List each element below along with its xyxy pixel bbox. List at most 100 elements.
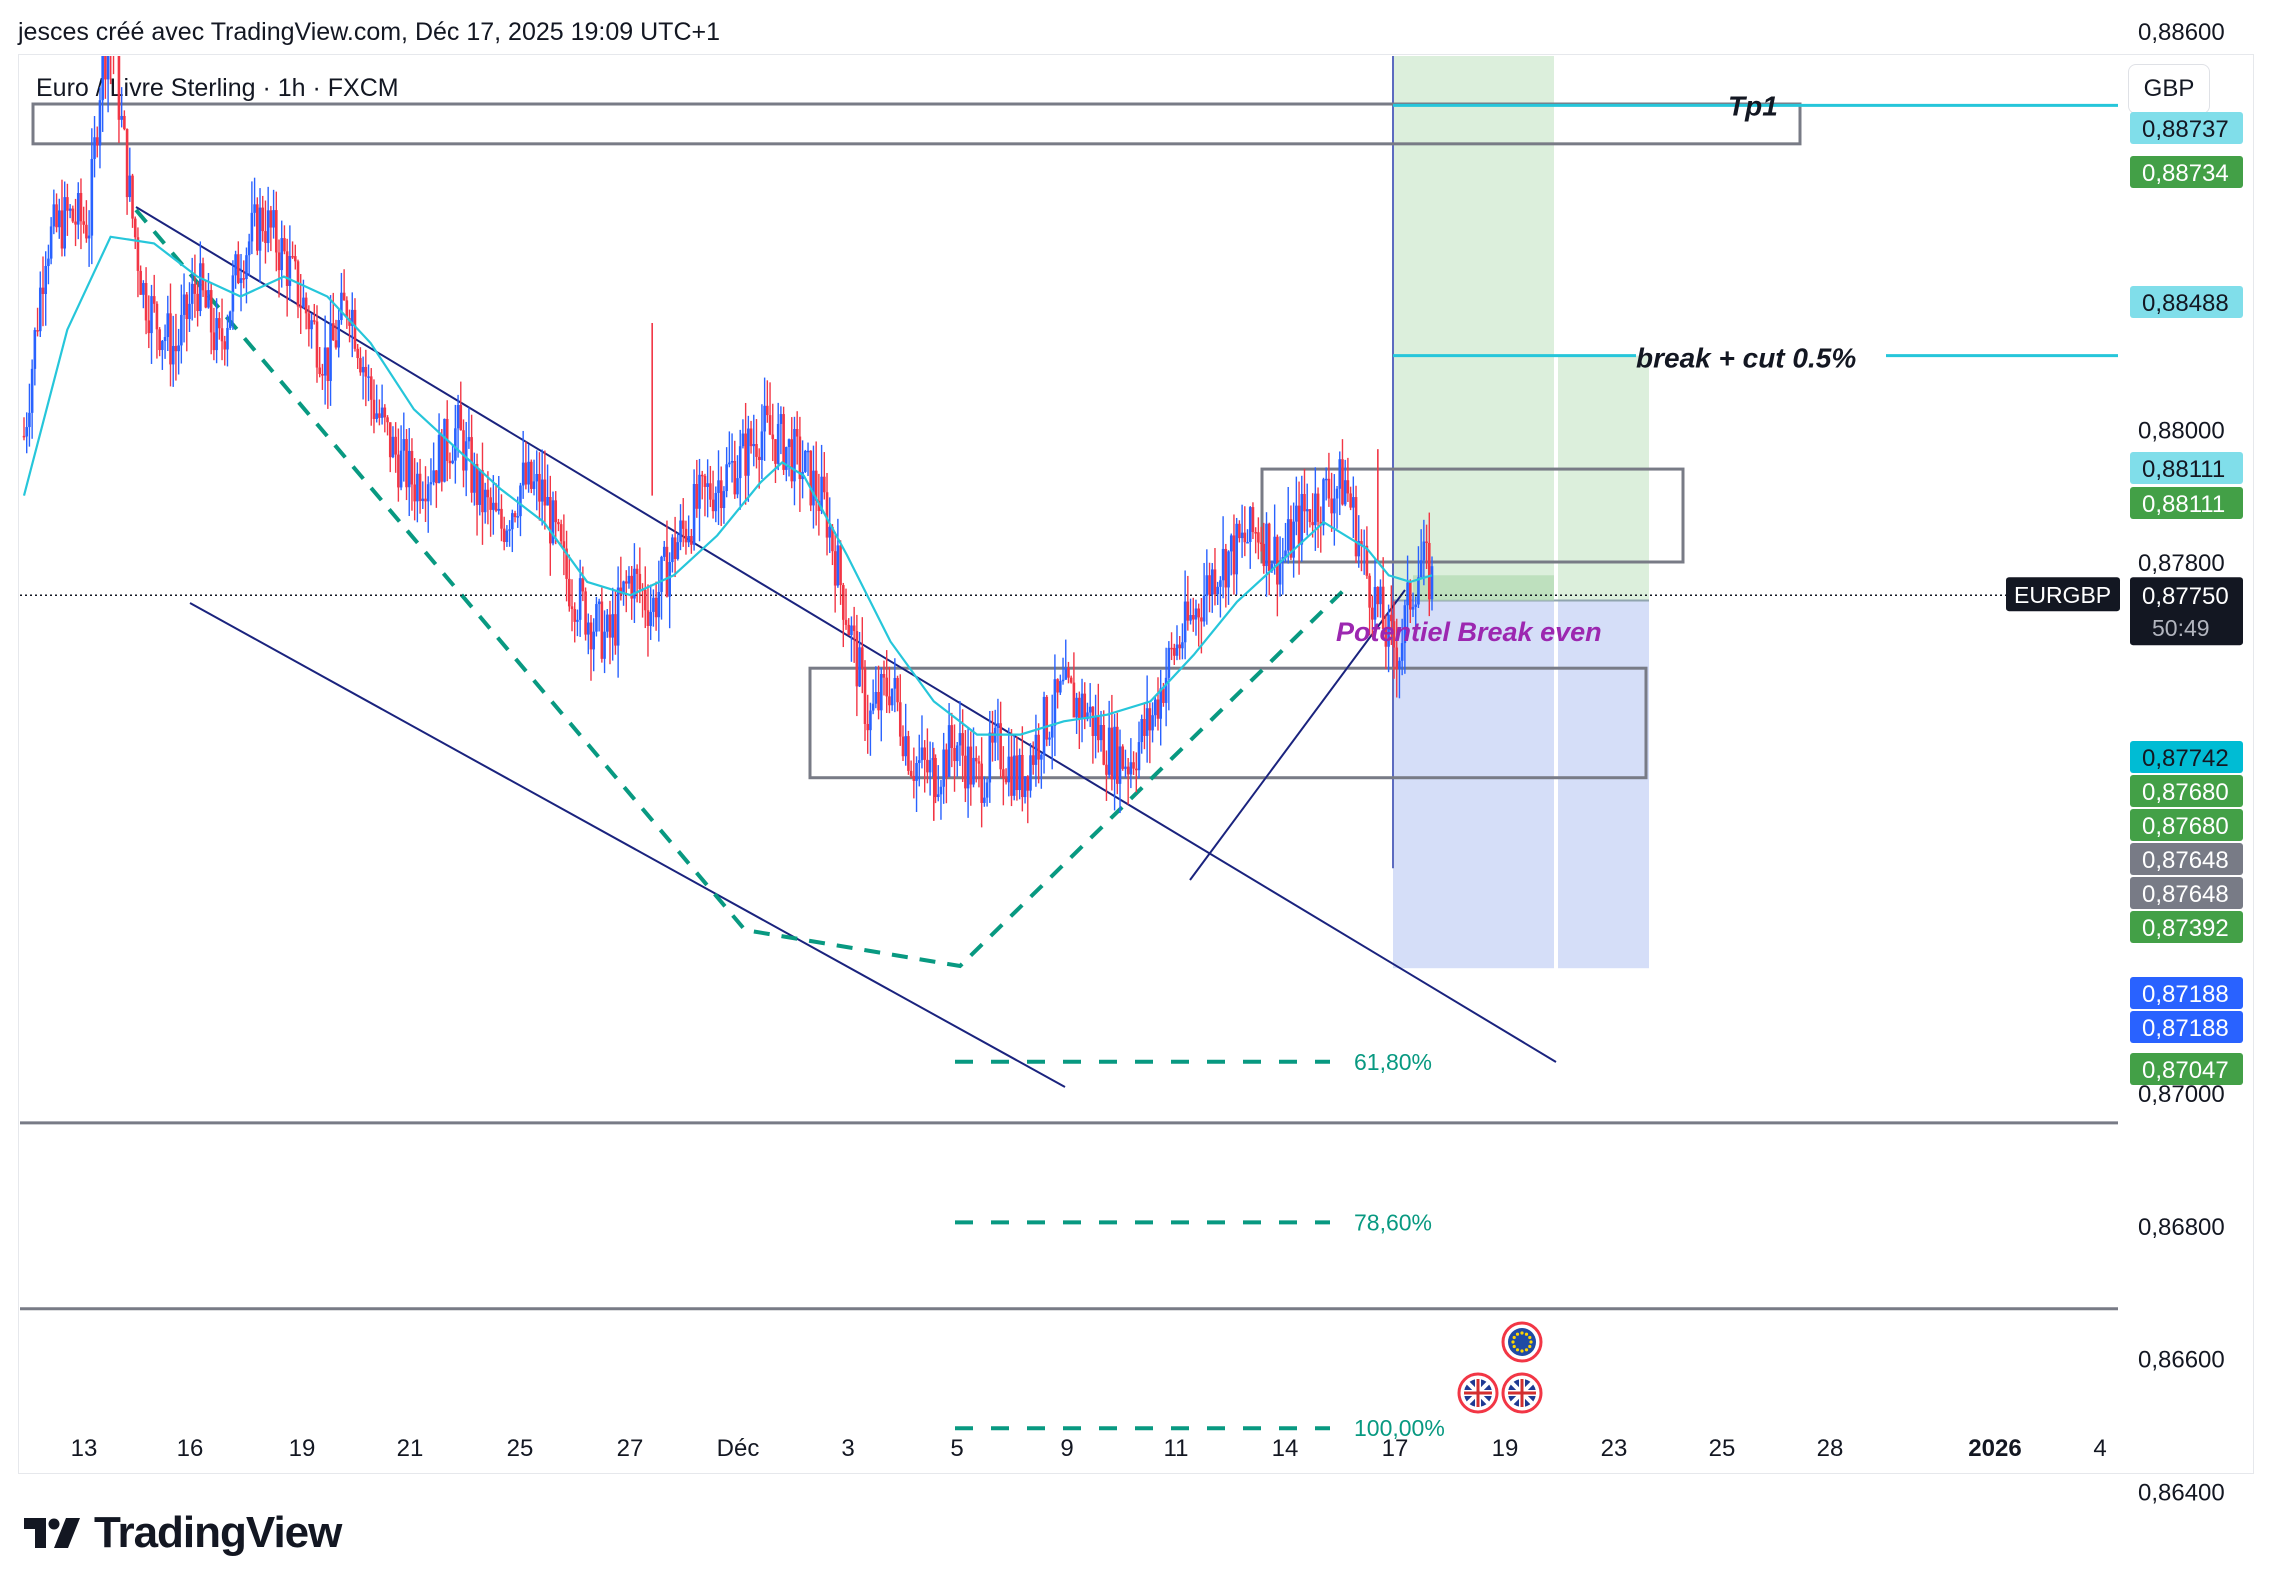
candle <box>1379 579 1382 618</box>
price-tag-label: 0,87648 <box>2142 847 2229 874</box>
take-profit-zone-2 <box>1558 355 1649 601</box>
candle <box>1265 512 1268 597</box>
candle <box>1143 704 1146 750</box>
swing-zigzag <box>134 208 1350 969</box>
channel-lower-line <box>189 602 1066 1088</box>
candle <box>340 272 343 325</box>
candle <box>1422 519 1426 586</box>
candle <box>123 110 126 131</box>
price-tag: 0,87680 <box>2130 775 2243 807</box>
candle <box>1194 599 1198 636</box>
candle <box>722 486 726 524</box>
candle <box>1050 694 1054 770</box>
candle <box>1390 585 1393 645</box>
candle <box>22 417 26 441</box>
candle <box>885 650 889 713</box>
candle <box>1183 570 1187 660</box>
candle <box>570 579 574 632</box>
candle <box>481 442 484 545</box>
candle <box>82 206 85 234</box>
candle <box>795 411 799 465</box>
candle <box>985 778 989 807</box>
candle <box>771 403 775 462</box>
candle <box>630 565 633 620</box>
candle <box>733 440 737 499</box>
candle <box>323 315 327 405</box>
candle <box>907 730 910 775</box>
candle <box>920 715 924 769</box>
candle <box>1178 635 1181 660</box>
candle <box>79 178 83 250</box>
tradingview-logo-icon <box>24 1518 80 1548</box>
candle <box>744 402 747 505</box>
candle <box>524 441 528 490</box>
tradingview-logo[interactable]: TradingView <box>24 1508 342 1558</box>
candle <box>1322 477 1325 536</box>
candle <box>850 616 853 662</box>
candle <box>896 675 899 712</box>
candle <box>312 303 316 325</box>
candle <box>1278 536 1282 597</box>
price-tag-label: 0,87188 <box>2142 1015 2229 1042</box>
candle <box>169 283 172 387</box>
candle <box>955 741 959 777</box>
candle <box>915 756 918 812</box>
candle <box>1243 506 1247 557</box>
candle <box>1140 714 1144 754</box>
candle <box>451 444 454 465</box>
candle <box>500 494 503 542</box>
candle <box>258 188 262 283</box>
candle <box>228 310 232 330</box>
time-axis-tick: 19 <box>1492 1435 1519 1462</box>
breakeven-zone <box>1260 467 1685 564</box>
candle <box>879 667 883 742</box>
candle <box>63 181 66 257</box>
candle <box>597 598 601 632</box>
time-axis-tick: 21 <box>397 1435 424 1462</box>
candle <box>90 128 94 265</box>
candle <box>1059 674 1062 695</box>
candle <box>1164 647 1168 727</box>
candle <box>614 589 617 655</box>
candle <box>519 482 522 537</box>
candle <box>1075 692 1078 734</box>
candle <box>283 225 286 255</box>
candle <box>437 413 441 484</box>
candle <box>964 730 967 803</box>
break-cut-label: break + cut 0.5% <box>1636 343 1856 374</box>
candle <box>1373 557 1377 639</box>
candle <box>1235 517 1238 595</box>
candle <box>633 543 636 623</box>
candle <box>421 481 425 509</box>
moving-average-line <box>22 235 1433 736</box>
candle <box>1167 641 1171 711</box>
candle <box>1430 556 1434 611</box>
price-axis-tick: 0,87800 <box>2138 550 2225 577</box>
candle <box>1205 549 1209 625</box>
candle <box>966 728 970 818</box>
candle <box>1327 452 1331 507</box>
candle <box>68 204 72 219</box>
candle <box>1113 714 1116 811</box>
candle <box>359 347 362 376</box>
candle <box>1048 731 1051 746</box>
candle <box>890 688 894 711</box>
candle <box>1300 475 1304 562</box>
candle <box>489 487 492 537</box>
candle <box>60 179 64 257</box>
candle <box>93 116 96 178</box>
price-tag-label: 0,87047 <box>2142 1057 2229 1084</box>
candle <box>1398 657 1401 699</box>
candle <box>1202 562 1206 627</box>
candle <box>814 441 818 526</box>
candle <box>47 244 50 285</box>
candle <box>1004 768 1008 785</box>
candle <box>611 587 615 661</box>
candle <box>125 128 129 215</box>
candle <box>779 406 783 455</box>
candle <box>128 147 132 202</box>
candle <box>1021 726 1024 812</box>
candle <box>1181 623 1184 660</box>
candle <box>831 524 834 566</box>
